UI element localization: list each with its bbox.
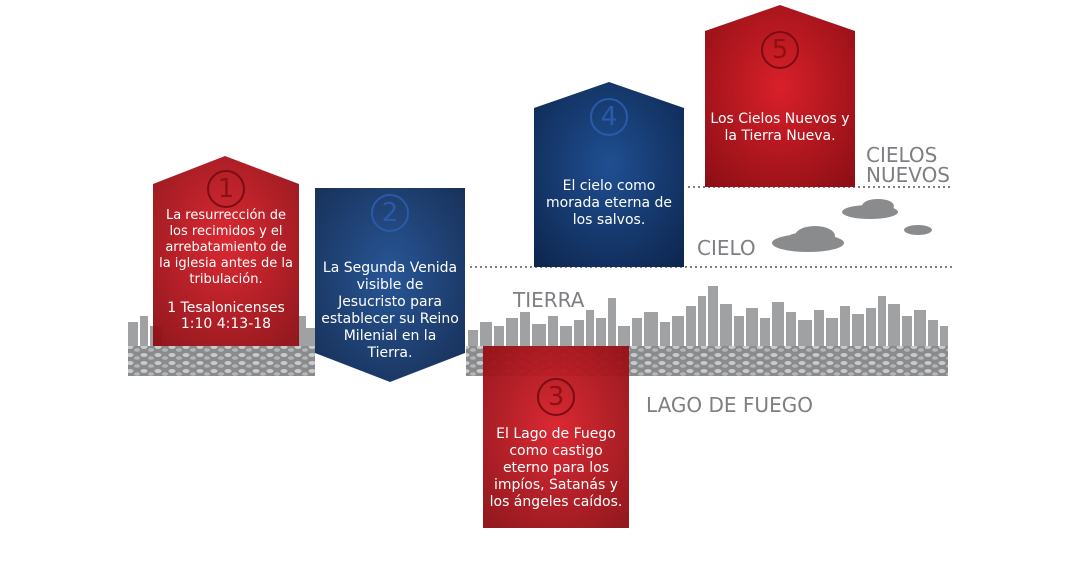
- label-cielos-nuevos-line2: NUEVOS: [866, 163, 951, 187]
- card-2-shape: [315, 188, 465, 382]
- ground-strip-left: [128, 346, 315, 376]
- card-5-shape: [705, 5, 855, 187]
- label-cielo: CIELO: [697, 236, 756, 260]
- card-5: 5 Los Cielos Nuevos y la Tierra Nueva.: [705, 5, 855, 187]
- card-number-1: 1: [207, 170, 245, 208]
- card-1-text: La resurrección de los recimidos y el ar…: [159, 208, 293, 287]
- card-2-text: La Segunda Venida visible de Jesucristo …: [321, 260, 459, 361]
- card-3-shape: [483, 346, 629, 528]
- card-4: 4 El cielo como morada eterna de los sal…: [534, 82, 684, 267]
- card-3-text: El Lago de Fuego como castigo eterno par…: [489, 426, 623, 510]
- card-1: 1 La resurrección de los recimidos y el …: [153, 156, 299, 346]
- label-tierra: TIERRA: [513, 288, 585, 312]
- card-4-text: El cielo como morada eterna de los salvo…: [545, 178, 673, 228]
- card-number-3: 3: [537, 378, 575, 416]
- label-lago-de-fuego: LAGO DE FUEGO: [646, 393, 813, 417]
- card-number-4: 4: [590, 98, 628, 136]
- card-number-5: 5: [761, 31, 799, 69]
- card-1-shape: [153, 156, 299, 346]
- card-5-text: Los Cielos Nuevos y la Tierra Nueva.: [710, 111, 850, 144]
- card-number-2: 2: [371, 194, 409, 232]
- card-3: 3 El Lago de Fuego como castigo eterno p…: [483, 346, 629, 528]
- ground-strip-right: [629, 346, 948, 376]
- cloud-icon: [772, 199, 932, 252]
- card-1-reference: 1 Tesalonicenses 1:10 4:13-18: [167, 300, 285, 332]
- label-cielos-nuevos-line1: CIELOS: [866, 143, 938, 167]
- city-skyline-right: [468, 286, 948, 347]
- card-2: 2 La Segunda Venida visible de Jesucrist…: [315, 188, 465, 361]
- card-4-shape: [534, 82, 684, 267]
